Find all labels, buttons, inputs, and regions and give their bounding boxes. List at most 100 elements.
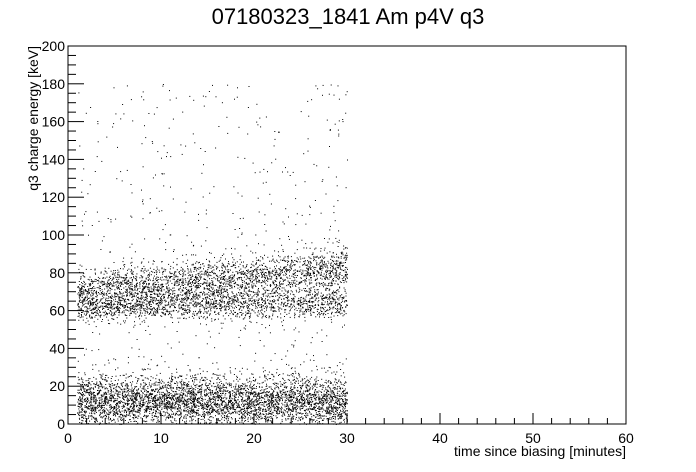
data-point: [164, 412, 166, 414]
data-point: [129, 412, 131, 414]
data-point: [257, 393, 259, 395]
data-point: [105, 396, 107, 398]
data-point: [149, 394, 151, 396]
data-point: [244, 420, 246, 422]
data-point: [250, 400, 252, 402]
data-point: [339, 416, 341, 418]
data-point: [292, 379, 294, 381]
data-point: [305, 412, 307, 414]
data-point: [259, 402, 260, 404]
data-point: [266, 391, 268, 392]
data-point: [335, 406, 337, 408]
data-point: [120, 400, 122, 402]
data-point: [272, 258, 274, 260]
data-point: [113, 398, 115, 400]
data-point: [158, 420, 160, 422]
data-point: [172, 376, 174, 377]
data-point: [191, 405, 193, 407]
data-point: [338, 396, 340, 397]
data-point: [189, 395, 191, 397]
data-point: [200, 398, 202, 400]
data-point: [246, 379, 248, 381]
data-point: [317, 415, 319, 417]
data-point: [338, 404, 340, 405]
data-point: [178, 289, 180, 291]
data-point: [176, 408, 178, 410]
data-point: [156, 399, 158, 401]
data-point: [252, 264, 254, 266]
data-point: [103, 407, 105, 409]
data-point: [210, 404, 211, 406]
data-point: [86, 406, 88, 408]
data-point: [80, 403, 82, 404]
data-point: [146, 410, 148, 412]
data-point: [323, 418, 325, 420]
data-point: [304, 401, 305, 403]
data-point: [318, 408, 320, 410]
data-point: [313, 392, 315, 394]
data-point: [278, 285, 280, 287]
data-point: [169, 394, 171, 396]
data-point: [209, 411, 210, 413]
data-point: [95, 398, 97, 400]
data-point: [279, 408, 281, 410]
data-point: [258, 395, 260, 397]
data-point: [287, 412, 289, 414]
data-point: [304, 281, 306, 283]
data-point: [336, 407, 338, 409]
data-point: [272, 398, 273, 400]
data-point: [162, 396, 163, 398]
data-point: [220, 393, 221, 394]
data-point: [151, 383, 153, 385]
data-point: [239, 378, 241, 380]
data-point: [93, 406, 95, 408]
data-point: [172, 379, 174, 381]
data-point: [300, 412, 302, 414]
data-point: [188, 406, 190, 408]
data-point: [312, 387, 314, 389]
data-point: [209, 390, 211, 391]
data-point: [107, 401, 109, 403]
data-point: [135, 394, 137, 396]
data-point: [330, 389, 332, 391]
data-point: [294, 296, 296, 298]
data-point: [331, 420, 333, 422]
data-point: [141, 277, 143, 279]
data-point: [283, 392, 285, 394]
data-point: [325, 410, 326, 412]
data-point: [248, 395, 250, 397]
data-point: [212, 411, 214, 413]
data-point: [223, 408, 225, 410]
data-point: [223, 390, 225, 392]
data-point: [273, 390, 275, 392]
data-point: [187, 409, 189, 411]
data-point: [295, 413, 297, 415]
data-point: [217, 399, 219, 401]
data-point: [318, 401, 320, 403]
data-point: [306, 383, 308, 385]
data-point: [83, 414, 85, 416]
data-point: [260, 399, 262, 401]
data-point: [90, 392, 92, 394]
data-point: [337, 409, 338, 411]
data-point: [294, 260, 296, 261]
data-point: [152, 400, 154, 402]
data-point: [290, 402, 292, 404]
data-point: [298, 291, 300, 293]
data-point: [219, 404, 221, 406]
data-point: [192, 408, 194, 410]
data-point: [306, 380, 308, 382]
data-point: [338, 398, 340, 400]
data-point: [241, 412, 243, 414]
data-point: [292, 405, 294, 407]
data-point: [157, 364, 159, 366]
data-point: [154, 395, 156, 396]
data-point: [82, 401, 84, 403]
data-point: [289, 265, 291, 267]
data-point: [186, 405, 187, 406]
data-point: [141, 404, 143, 406]
data-point: [247, 417, 249, 419]
data-point: [266, 413, 268, 415]
data-point: [198, 414, 200, 416]
data-point: [172, 417, 174, 419]
